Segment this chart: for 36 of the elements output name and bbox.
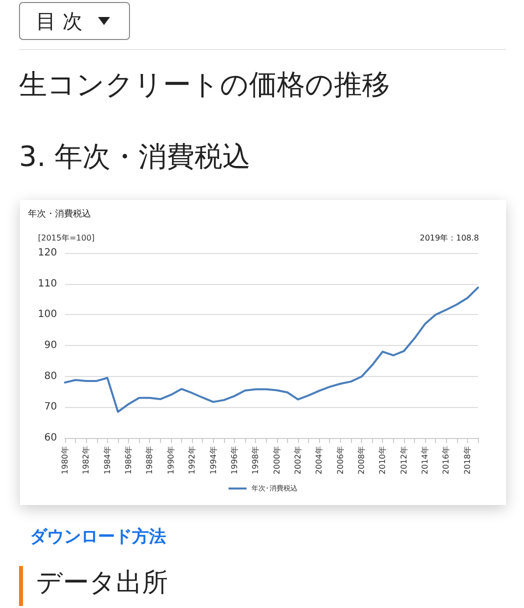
x-tick-label: 1988年 — [145, 446, 154, 474]
text: ダウンロード方法 — [30, 526, 166, 548]
y-tick-label: 100 — [38, 309, 57, 320]
x-tick-label: 2012年 — [399, 446, 408, 474]
y-tick-label: 80 — [44, 370, 57, 382]
text: 3. 年次・消費税込 — [19, 139, 251, 175]
x-tick-label: 2008年 — [357, 446, 366, 474]
chart-title: 年次・消費税込 — [28, 208, 91, 220]
y-tick-label: 60 — [44, 432, 57, 444]
x-tick-label: 2018年 — [462, 446, 472, 474]
y-tick-label: 120 — [38, 248, 57, 258]
x-tick-label: 1984年 — [102, 446, 112, 474]
text: 目 次 — [36, 8, 82, 34]
x-tick-label: 1990年 — [166, 446, 176, 474]
x-tick-label: 1986年 — [124, 446, 134, 474]
y-tick-label: 110 — [38, 278, 57, 290]
text: 生コンクリートの価格の推移 — [19, 67, 390, 103]
x-tick-label: 1998年 — [251, 446, 260, 474]
x-tick-label: 1994年 — [208, 446, 218, 474]
line-series — [64, 286, 479, 413]
x-tick-label: 1980年 — [60, 446, 70, 474]
x-tick-label: 2014年 — [420, 446, 430, 474]
x-tick-label: 2006年 — [336, 446, 345, 474]
text: データ出所 — [36, 567, 168, 600]
y-tick-label: 70 — [44, 402, 57, 413]
x-tick-label: 2004年 — [314, 446, 324, 474]
x-tick-label: 2010年 — [378, 446, 388, 474]
x-tick-label: 2002年 — [293, 446, 302, 474]
text: 2019年：108.8 — [420, 234, 480, 242]
y-axis-title: [2015年=100] — [38, 234, 95, 242]
y-tick-label: 90 — [44, 340, 57, 351]
x-tick-label: 2016年 — [442, 446, 451, 474]
x-tick-label: 1996年 — [230, 446, 239, 474]
x-tick-label: 2000年 — [272, 446, 282, 474]
x-tick-label: 1992年 — [188, 446, 197, 474]
x-tick-label: 1982年 — [82, 446, 91, 474]
